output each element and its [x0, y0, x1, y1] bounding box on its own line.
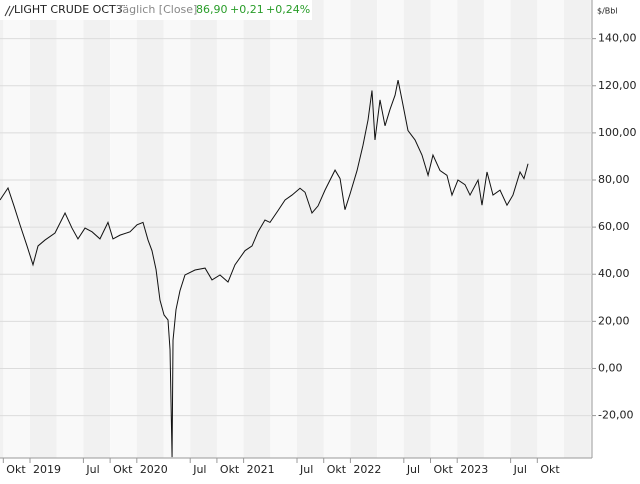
band [136, 0, 164, 458]
last-price: 86,90 [196, 3, 228, 16]
x-tick-label: Okt [220, 463, 240, 476]
band [457, 0, 484, 458]
icon [4, 5, 15, 17]
band [510, 0, 538, 458]
band [350, 0, 378, 458]
subtitle: Täglich [Close] [116, 3, 197, 16]
y-tick-label: 120,00 [598, 79, 637, 92]
x-tick-label: Okt [6, 463, 26, 476]
band [537, 0, 565, 458]
y-tick-label: 40,00 [598, 267, 630, 280]
x-tick-label: Jul [406, 463, 420, 476]
title: LIGHT CRUDE OCT3 [14, 3, 123, 16]
band [83, 0, 111, 458]
y-tick-label: 140,00 [598, 32, 637, 45]
x-tick-label: 2022 [353, 463, 381, 476]
y-tick-label: 60,00 [598, 220, 630, 233]
band [403, 0, 431, 458]
band [0, 0, 4, 458]
band [270, 0, 298, 458]
y-tick-label: 80,00 [598, 173, 630, 186]
change: +0,21 [230, 3, 264, 16]
band [564, 0, 591, 458]
x-tick-label: Jul [513, 463, 527, 476]
x-tick-label: Jul [85, 463, 99, 476]
y-tick-label: 20,00 [598, 314, 630, 327]
band [30, 0, 57, 458]
band [590, 0, 592, 458]
band [592, 0, 640, 480]
grid: -20,00 0,00 20,00 40,00 60,00 80,00 100,00 120,… [0, 0, 637, 476]
band [3, 0, 31, 458]
band [483, 0, 511, 458]
x-tick-label: Jul [192, 463, 206, 476]
price-line [0, 80, 529, 458]
band [430, 0, 458, 458]
band [323, 0, 351, 458]
x-tick-label: Okt [113, 463, 133, 476]
band [56, 0, 84, 458]
band [297, 0, 324, 458]
x-tick-label: Okt [327, 463, 347, 476]
x-tick-label: 2020 [140, 463, 168, 476]
x-tick-label: Jul [299, 463, 313, 476]
y-tick-label: -20,00 [598, 409, 633, 422]
band [216, 0, 244, 458]
y-tick-label: 100,00 [598, 126, 637, 139]
y-unit: $/Bbl [597, 7, 618, 16]
change-pct: +0,24% [266, 3, 310, 16]
x-tick-label: 2019 [33, 463, 61, 476]
y-tick-label: 0,00 [598, 361, 623, 374]
x-tick-label: Okt [434, 463, 454, 476]
header-bg [0, 0, 312, 20]
plot [0, 80, 529, 458]
band [163, 0, 191, 458]
band [243, 0, 271, 458]
band [377, 0, 404, 458]
x-tick-label: 2023 [460, 463, 488, 476]
x-tick-label: 2021 [247, 463, 275, 476]
band [0, 458, 592, 480]
band [190, 0, 217, 458]
x-tick-label: Okt [540, 463, 560, 476]
